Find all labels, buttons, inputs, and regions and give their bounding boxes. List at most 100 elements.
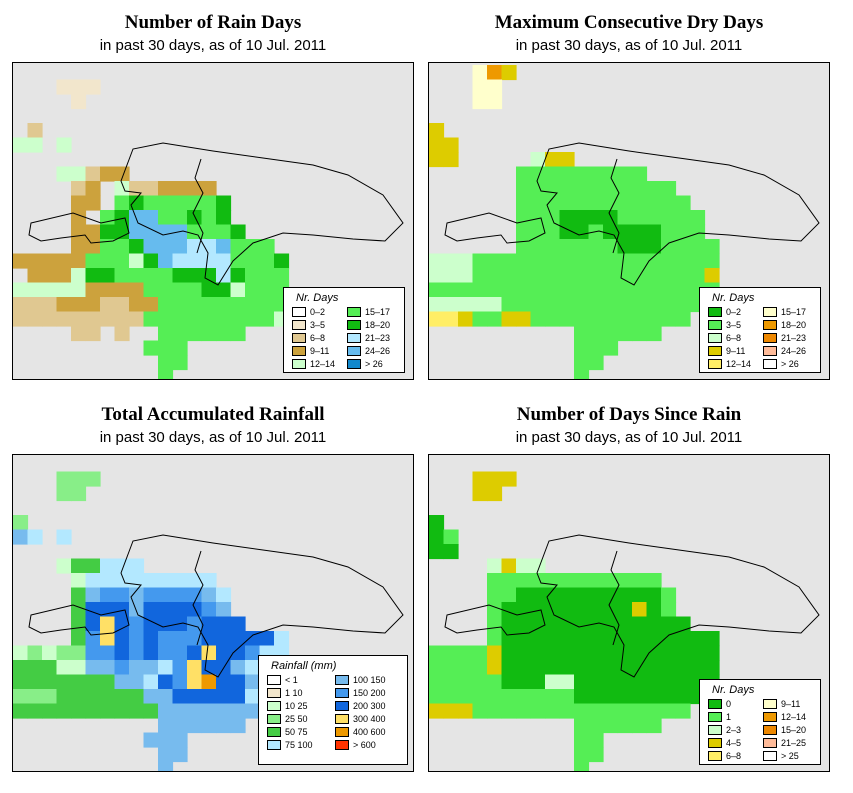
grid-cell <box>516 674 532 690</box>
grid-cell <box>690 239 706 255</box>
legend-swatch <box>292 359 306 369</box>
grid-cell <box>487 297 503 313</box>
legend-label: 15–17 <box>781 307 807 317</box>
grid-cell <box>100 224 116 240</box>
legend-swatch <box>267 688 281 698</box>
grid-cell <box>545 616 561 632</box>
grid-cell <box>216 326 232 342</box>
grid-cell <box>85 631 101 647</box>
grid-cell <box>158 355 174 371</box>
grid-cell <box>201 616 217 632</box>
legend-item: 12–14 <box>292 358 335 370</box>
grid-cell <box>56 645 72 661</box>
grid-cell <box>661 616 677 632</box>
map-legend: Nr. Days 0–2 3–5 6–8 9–11 12–14 15–17 18–20 21–… <box>699 287 821 373</box>
grid-cell <box>187 703 203 719</box>
legend-swatch <box>708 346 722 356</box>
grid-cell <box>530 689 546 705</box>
legend-label: > 25 <box>781 751 799 761</box>
grid-cell <box>632 253 648 269</box>
grid-cell <box>85 660 101 676</box>
legend-swatch <box>292 320 306 330</box>
legend-swatch <box>347 333 361 343</box>
grid-cell <box>516 573 532 589</box>
grid-cell <box>617 195 633 211</box>
grid-cell <box>501 297 517 313</box>
grid-cell <box>429 660 445 676</box>
grid-cell <box>129 689 145 705</box>
grid-cell <box>545 587 561 603</box>
grid-cell <box>216 645 232 661</box>
grid-cell <box>646 631 662 647</box>
grid-cell <box>443 268 459 284</box>
grid-cell <box>187 674 203 690</box>
grid-cell <box>545 152 561 168</box>
grid-cell <box>545 253 561 269</box>
grid-cell <box>458 311 474 327</box>
panel-subtitle: in past 30 days, as of 10 Jul. 2011 <box>515 429 743 446</box>
grid-cell <box>588 210 604 226</box>
grid-cell <box>588 718 604 734</box>
grid-cell <box>42 311 58 327</box>
grid-cell <box>71 94 87 110</box>
legend-label: 25 50 <box>285 714 308 724</box>
legend-item: 21–25 <box>763 737 806 749</box>
grid-cell <box>129 703 145 719</box>
grid-cell <box>172 195 188 211</box>
grid-cell <box>129 645 145 661</box>
grid-cell <box>501 268 517 284</box>
grid-cell <box>530 253 546 269</box>
legend-swatch <box>763 333 777 343</box>
grid-cell <box>646 297 662 313</box>
grid-cell <box>530 268 546 284</box>
grid-cell <box>230 616 246 632</box>
grid-cell <box>172 689 188 705</box>
grid-cell <box>516 166 532 182</box>
legend-label: 10 25 <box>285 701 308 711</box>
grid-cell <box>85 471 101 487</box>
grid-cell <box>559 674 575 690</box>
grid-cell <box>85 573 101 589</box>
grid-cell <box>230 282 246 298</box>
legend-label: 0–2 <box>310 307 326 317</box>
grid-cell <box>114 631 130 647</box>
grid-cell <box>27 529 43 545</box>
legend-swatch <box>763 725 777 735</box>
grid-cell <box>545 297 561 313</box>
grid-cell <box>230 239 246 255</box>
grid-cell <box>201 282 217 298</box>
legend-swatch <box>763 751 777 761</box>
legend-item: 24–26 <box>347 345 390 357</box>
panel-title: Number of Days Since Rain <box>516 404 742 425</box>
legend-label: > 600 <box>353 740 376 750</box>
grid-cell <box>245 268 261 284</box>
grid-cell <box>704 253 720 269</box>
grid-cell <box>443 645 459 661</box>
grid-cell <box>574 181 590 197</box>
grid-cell <box>158 732 174 748</box>
grid-cell <box>71 602 87 618</box>
grid-cell <box>704 268 720 284</box>
grid-cell <box>530 195 546 211</box>
grid-cell <box>443 703 459 719</box>
grid-cell <box>245 703 261 719</box>
grid-cell <box>588 587 604 603</box>
legend-label: < 1 <box>285 675 298 685</box>
grid-cell <box>158 747 174 763</box>
grid-cell <box>472 94 488 110</box>
grid-cell <box>646 573 662 589</box>
grid-cell <box>100 166 116 182</box>
grid-cell <box>487 587 503 603</box>
grid-cell <box>661 210 677 226</box>
grid-cell <box>42 689 58 705</box>
map-legend: Nr. Days 0 1 2–3 4–5 6–8 9–11 12–14 15–20 21–25 >… <box>699 679 821 765</box>
grid-cell <box>574 732 590 748</box>
grid-cell <box>259 268 275 284</box>
grid-cell <box>187 573 203 589</box>
grid-cell <box>501 558 517 574</box>
grid-cell <box>172 253 188 269</box>
grid-cell <box>574 602 590 618</box>
grid-cell <box>187 645 203 661</box>
grid-cell <box>675 311 691 327</box>
grid-cell <box>574 645 590 661</box>
